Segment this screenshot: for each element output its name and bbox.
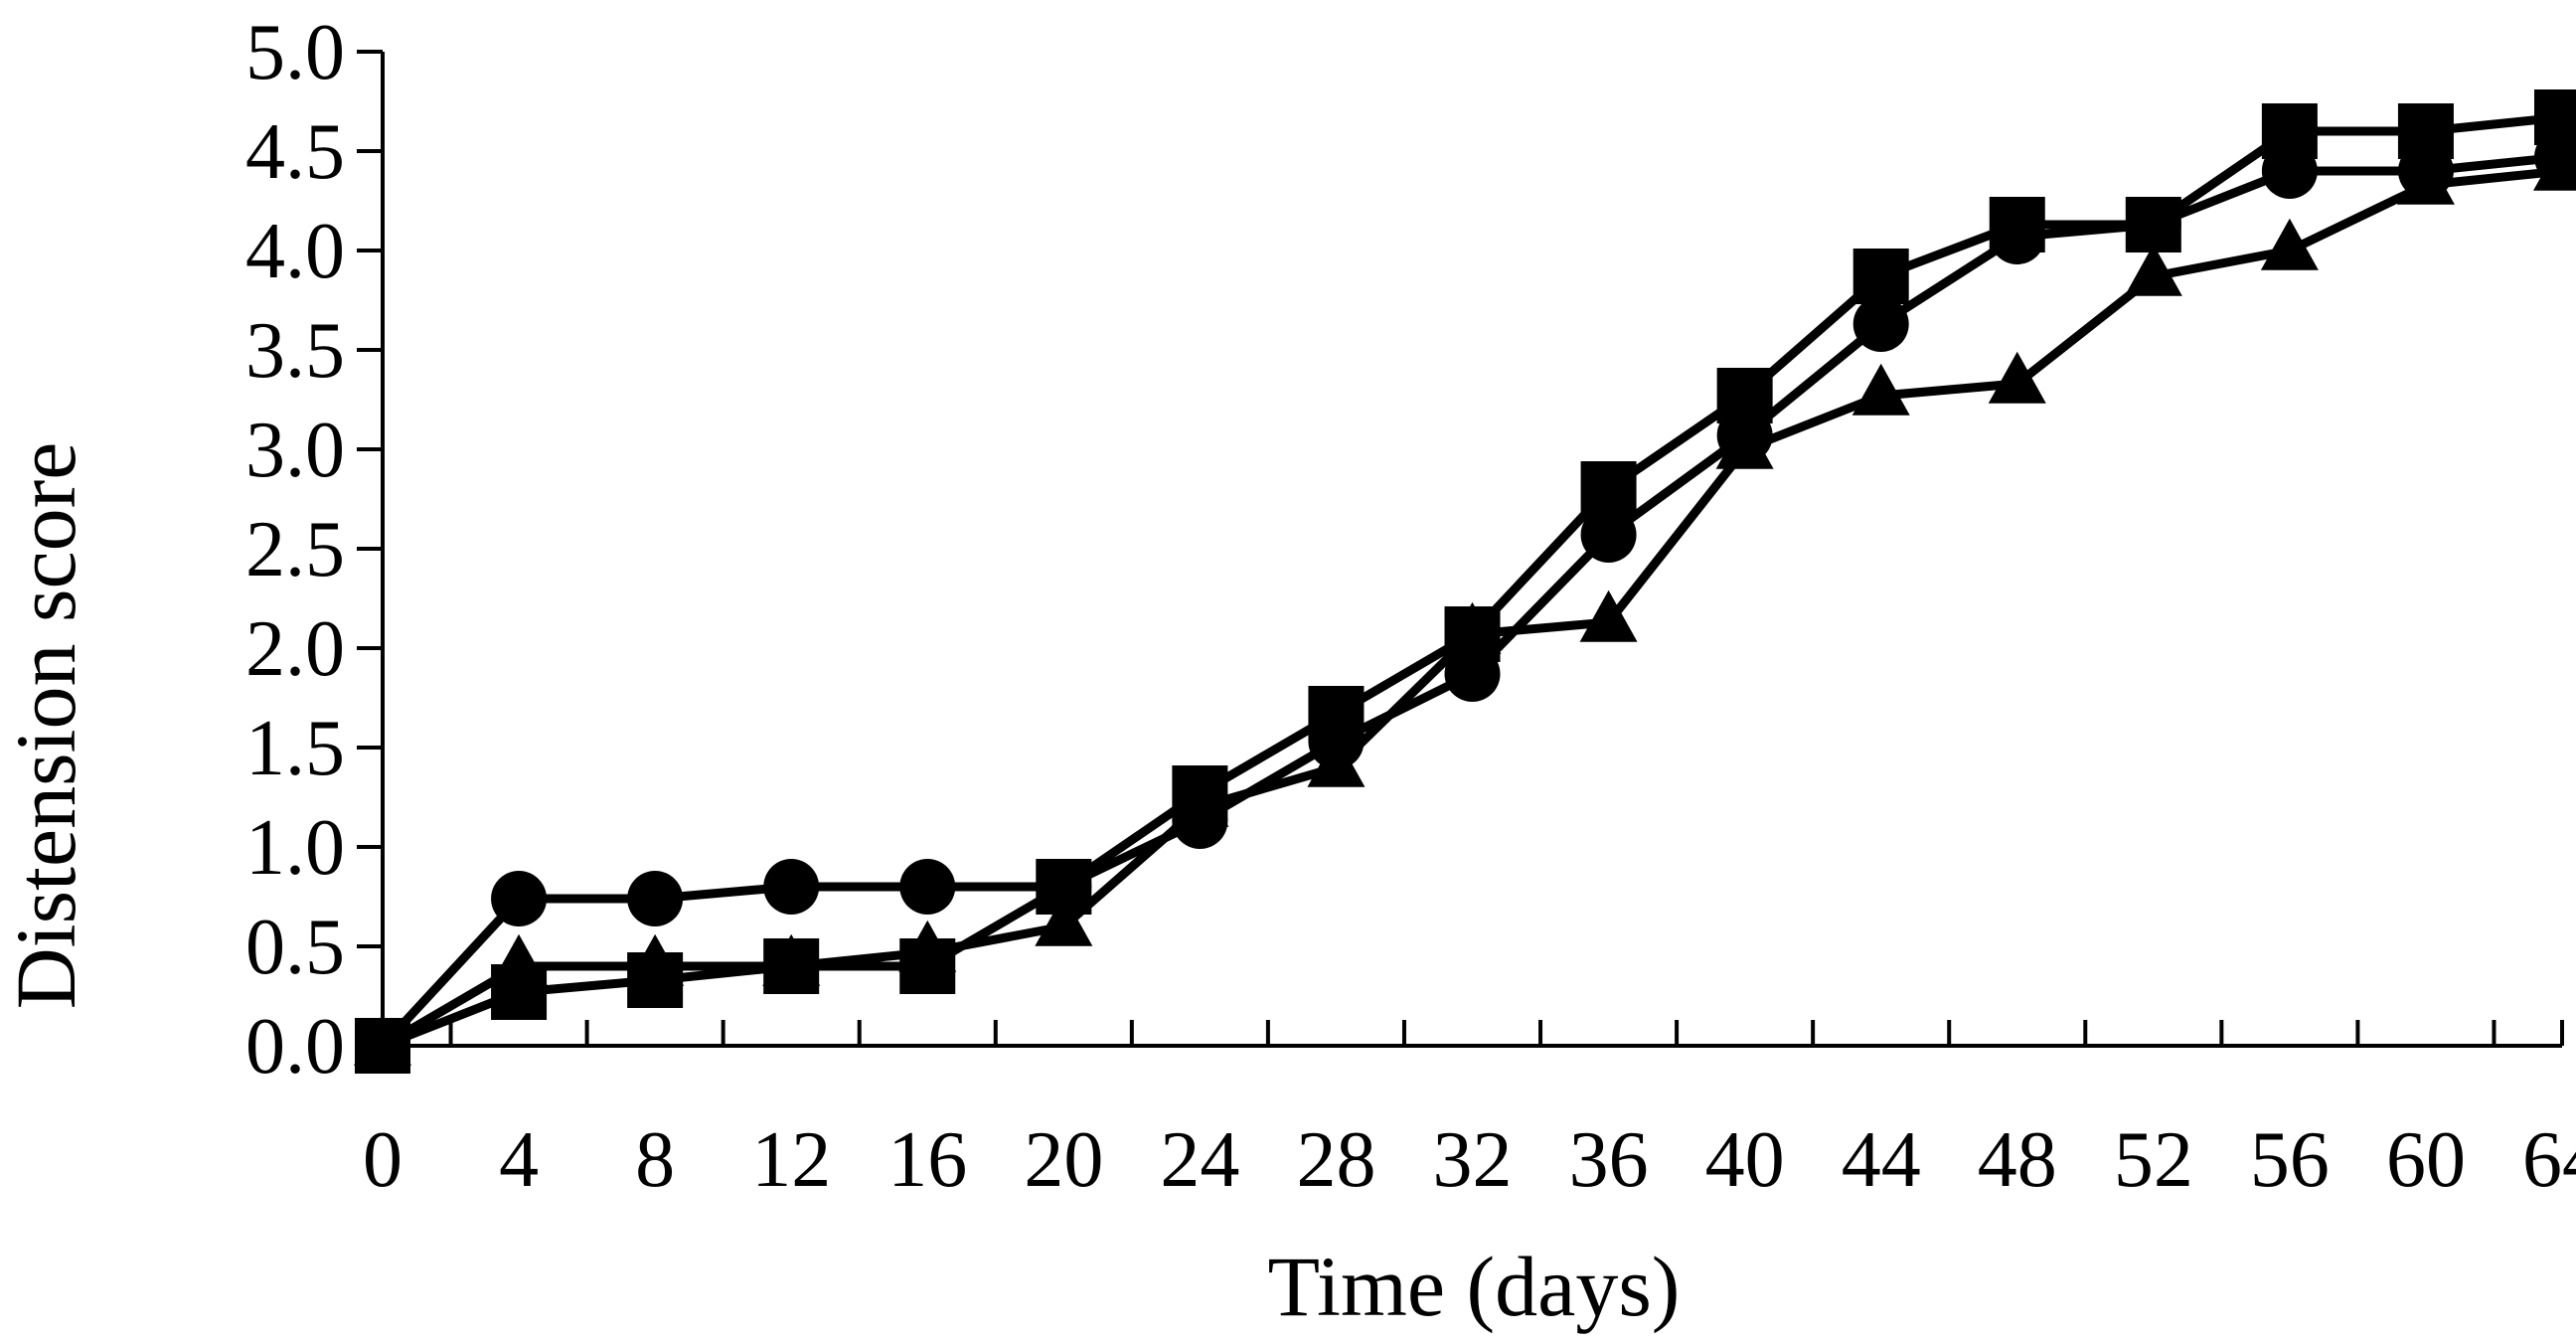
y-tick-label: 0.0 <box>245 1003 345 1090</box>
x-tick-label: 4 <box>499 1116 539 1204</box>
point-triangle <box>1035 894 1093 946</box>
point-triangle <box>2396 152 2455 205</box>
point-square <box>1852 249 1909 304</box>
x-tick-label: 64 <box>2522 1116 2576 1204</box>
point-triangle <box>1988 351 2046 404</box>
y-tick-label: 4.0 <box>245 208 345 295</box>
point-square <box>491 964 548 1020</box>
x-tick-label: 36 <box>1569 1116 1649 1204</box>
point-square <box>1989 197 2045 252</box>
point-circle <box>1580 507 1637 563</box>
point-square <box>1172 765 1228 821</box>
y-tick-label: 5.0 <box>245 9 345 96</box>
point-triangle <box>1852 363 1910 416</box>
y-tick-label: 4.5 <box>245 108 345 196</box>
y-axis-title: Distension score <box>0 442 93 1010</box>
point-square <box>2125 197 2181 252</box>
point-circle <box>899 859 956 915</box>
y-tick-label: 2.0 <box>245 605 345 693</box>
x-tick-label: 56 <box>2250 1116 2330 1204</box>
x-tick-label: 12 <box>751 1116 831 1204</box>
y-tick-label: 2.5 <box>245 506 345 593</box>
point-square <box>1580 461 1637 517</box>
y-tick-label: 1.5 <box>245 705 345 792</box>
x-tick-label: 40 <box>1705 1116 1785 1204</box>
y-tick-label: 1.0 <box>245 804 345 892</box>
point-square <box>2397 103 2454 159</box>
point-square <box>1444 606 1501 662</box>
point-square <box>2261 103 2318 159</box>
x-tick-label: 16 <box>887 1116 967 1204</box>
point-triangle <box>2260 218 2319 270</box>
point-square <box>1036 859 1092 915</box>
y-tick-label: 0.5 <box>245 904 345 991</box>
point-circle <box>491 871 548 926</box>
point-square <box>1308 686 1365 742</box>
x-tick-label: 20 <box>1024 1116 1103 1204</box>
x-tick-label: 28 <box>1296 1116 1375 1204</box>
point-triangle <box>2533 138 2576 191</box>
point-square <box>2534 89 2576 145</box>
series-layer <box>354 89 2576 1074</box>
x-tick-label: 8 <box>635 1116 675 1204</box>
x-axis-title: Time (days) <box>1268 1239 1681 1334</box>
axes: 0.00.51.01.52.02.53.03.54.04.55.00 4 8 12 16… <box>245 9 2576 1204</box>
x-tick-label: 0 <box>363 1116 402 1204</box>
point-square <box>763 938 820 994</box>
point-square <box>1716 368 1773 423</box>
x-tick-label: 60 <box>2386 1116 2466 1204</box>
point-circle <box>1852 296 1909 352</box>
point-square <box>355 1018 410 1074</box>
point-square <box>899 938 956 994</box>
x-tick-label: 48 <box>1978 1116 2057 1204</box>
point-circle <box>627 871 684 926</box>
point-triangle <box>2124 244 2182 296</box>
point-triangle <box>1579 589 1638 642</box>
x-tick-label: 44 <box>1842 1116 1921 1204</box>
point-circle <box>763 859 820 915</box>
point-triangle <box>1307 735 1366 787</box>
point-square <box>627 952 684 1008</box>
point-triangle <box>1715 417 1774 469</box>
x-tick-label: 52 <box>2114 1116 2193 1204</box>
series-line-circle <box>379 152 2563 1050</box>
x-tick-label: 32 <box>1433 1116 1513 1204</box>
y-tick-label: 3.0 <box>245 407 345 494</box>
y-tick-label: 3.5 <box>245 307 345 395</box>
x-tick-label: 24 <box>1160 1116 1239 1204</box>
